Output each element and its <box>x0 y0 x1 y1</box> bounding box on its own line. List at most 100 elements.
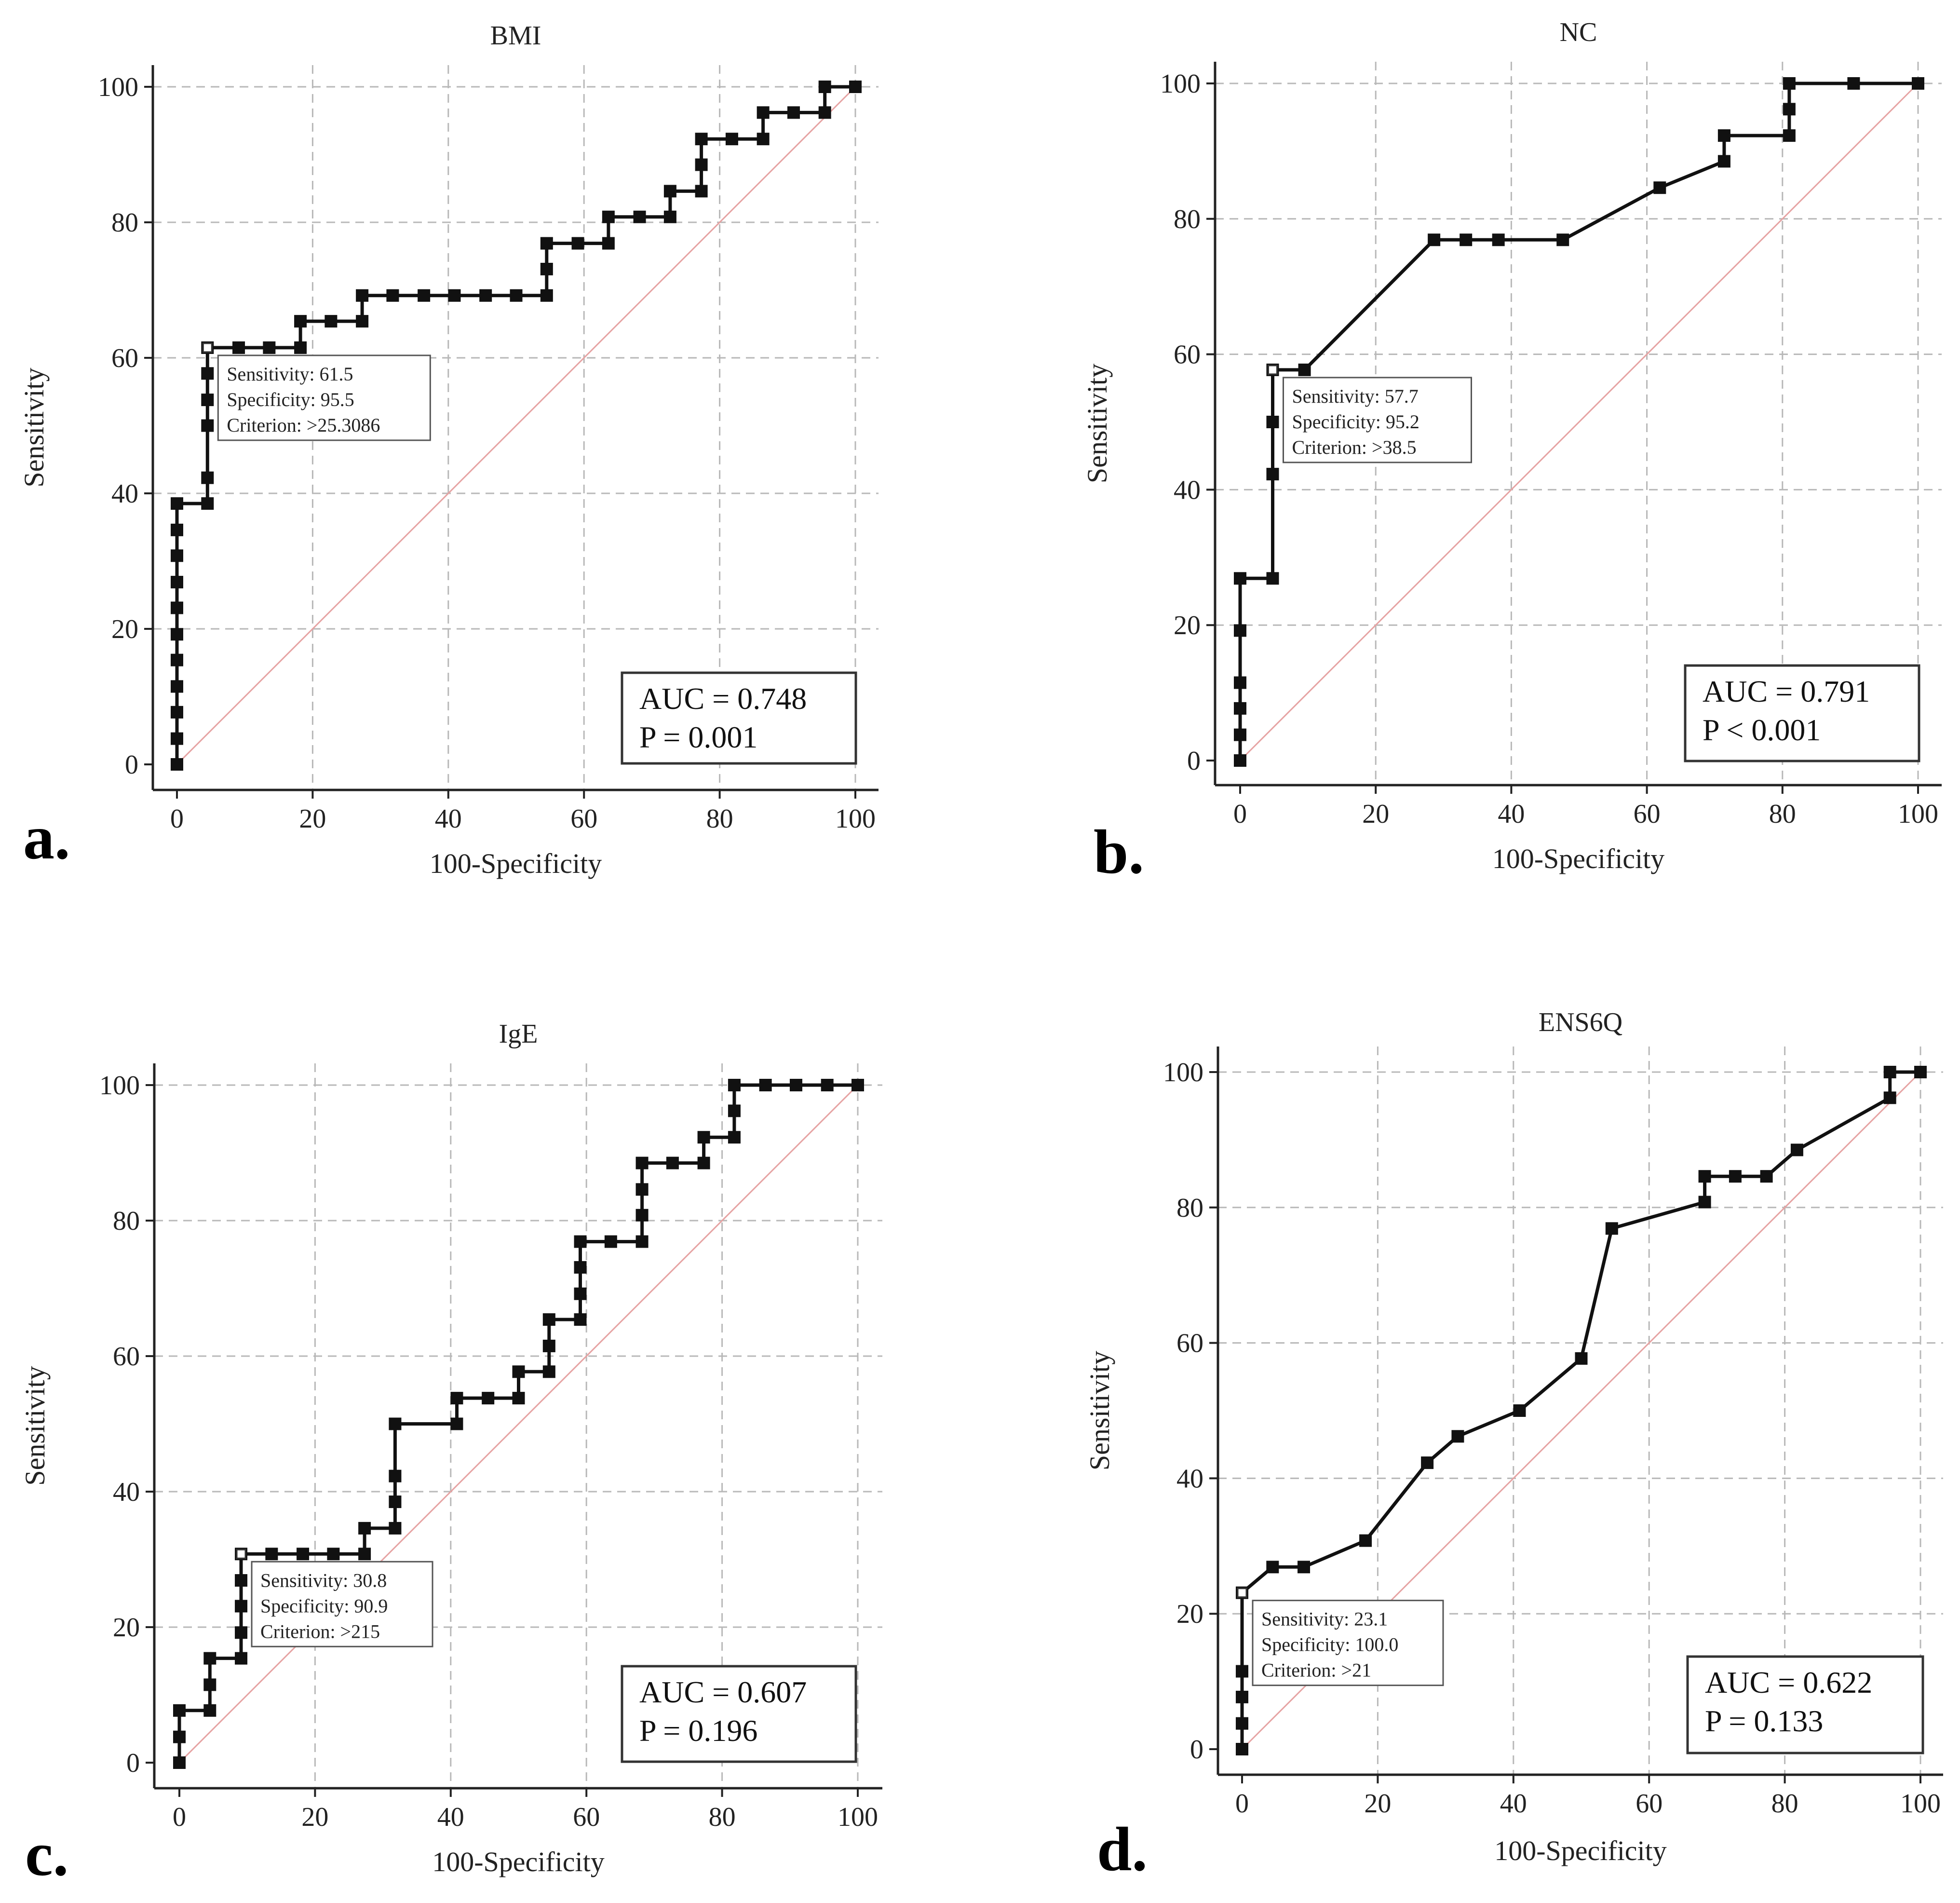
reference-diagonal <box>1239 82 1919 761</box>
roc-point <box>1717 155 1730 168</box>
roc-point <box>297 1548 310 1561</box>
y-tick-label: 80 <box>1174 204 1201 234</box>
roc-panel-c: 0 20 40 60 80 100 0 20 40 60 80 100 Sensitivity: 30.… <box>19 1019 882 1889</box>
criterion-box <box>251 1561 433 1647</box>
roc-point <box>235 1574 248 1587</box>
roc-point <box>389 1469 402 1482</box>
criterion-text-2: Criterion: >215 <box>260 1620 380 1642</box>
auc-box <box>621 1665 857 1763</box>
roc-point <box>450 1392 463 1405</box>
roc-point <box>294 341 307 354</box>
criterion-text-1: Specificity: 90.9 <box>260 1595 388 1617</box>
y-tick-label: 60 <box>1174 340 1201 370</box>
roc-point <box>635 1209 649 1222</box>
roc-point <box>356 289 369 302</box>
x-tick-label: 20 <box>301 1802 328 1832</box>
auc-box <box>621 671 857 765</box>
roc-point <box>1847 77 1860 90</box>
roc-point <box>540 262 553 275</box>
roc-point <box>1883 1066 1896 1078</box>
roc-point <box>1790 1143 1803 1156</box>
roc-point <box>201 394 214 407</box>
auc-value: AUC = 0.791 <box>1703 674 1870 708</box>
roc-point <box>602 237 615 250</box>
roc-point <box>171 497 183 510</box>
roc-point <box>663 210 676 223</box>
roc-point <box>542 1313 555 1326</box>
roc-point <box>571 237 584 250</box>
x-tick-label: 20 <box>1362 799 1389 829</box>
y-tick-label: 40 <box>1174 475 1201 505</box>
criterion-text-0: Sensitivity: 30.8 <box>260 1569 387 1591</box>
y-tick-label: 20 <box>1176 1599 1203 1629</box>
chart-title: IgE <box>499 1019 538 1049</box>
roc-point <box>1234 728 1246 741</box>
chart-title: BMI <box>490 21 541 51</box>
roc-point <box>1236 1743 1248 1755</box>
roc-point <box>1421 1456 1434 1469</box>
roc-point <box>695 158 708 171</box>
x-tick-label: 80 <box>709 1802 736 1832</box>
criterion-text-2: Criterion: >25.3086 <box>227 414 380 436</box>
roc-point <box>203 1704 216 1717</box>
criterion-text-2: Criterion: >38.5 <box>1292 436 1416 458</box>
roc-point <box>1234 572 1246 585</box>
roc-point <box>1234 754 1246 767</box>
roc-point <box>849 81 862 93</box>
roc-point <box>1698 1196 1711 1209</box>
y-axis-title: Sensitivity <box>1084 1351 1115 1470</box>
criterion-text-2: Criterion: >21 <box>1261 1659 1371 1681</box>
reference-diagonal <box>178 1084 859 1764</box>
criterion-text-1: Specificity: 95.5 <box>227 389 354 410</box>
auc-box <box>1684 664 1920 762</box>
x-axis-title: 100-Specificity <box>430 848 602 879</box>
roc-point <box>324 315 338 328</box>
roc-point <box>235 1626 248 1639</box>
roc-point <box>173 1704 186 1717</box>
roc-point <box>512 1365 525 1378</box>
criterion-marker <box>236 1549 246 1559</box>
y-tick-label: 60 <box>111 343 138 373</box>
roc-point <box>356 315 369 328</box>
x-tick-label: 20 <box>299 804 326 834</box>
roc-point <box>1729 1170 1742 1183</box>
roc-point <box>386 289 399 302</box>
roc-point <box>448 289 461 302</box>
y-tick-label: 80 <box>1176 1193 1203 1223</box>
x-axis-title: 100-Specificity <box>1494 1835 1667 1866</box>
roc-panel-d: 0 20 40 60 80 100 0 20 40 60 80 100 Sensitivity: 23.… <box>1084 1007 1943 1884</box>
roc-point <box>479 289 492 302</box>
roc-point <box>818 81 831 93</box>
x-tick-label: 100 <box>838 1802 878 1832</box>
roc-point <box>1653 181 1666 194</box>
roc-point <box>1234 624 1246 637</box>
roc-point <box>1428 233 1441 246</box>
roc-point <box>203 1678 216 1691</box>
roc-point <box>171 549 183 562</box>
roc-point <box>171 601 183 614</box>
y-axis-title: Sensitivity <box>1081 364 1113 483</box>
x-tick-label: 80 <box>1769 799 1796 829</box>
y-tick-label: 0 <box>1187 746 1201 776</box>
roc-point <box>695 133 708 146</box>
roc-point <box>852 1079 864 1091</box>
criterion-marker <box>1267 365 1278 375</box>
roc-point <box>389 1495 402 1509</box>
p-value: P = 0.001 <box>639 720 757 754</box>
x-tick-label: 60 <box>573 1802 600 1832</box>
y-tick-label: 40 <box>111 479 138 509</box>
y-tick-label: 100 <box>98 72 138 102</box>
roc-point <box>821 1079 834 1091</box>
roc-point <box>171 523 183 536</box>
panel-label: c. <box>25 1820 68 1889</box>
y-tick-label: 0 <box>1190 1735 1203 1765</box>
roc-point <box>1266 572 1279 585</box>
roc-point <box>1298 363 1311 376</box>
x-tick-label: 40 <box>437 1802 464 1832</box>
y-tick-label: 40 <box>1176 1464 1203 1494</box>
criterion-text-0: Sensitivity: 57.7 <box>1292 385 1418 407</box>
y-tick-label: 60 <box>1176 1329 1203 1359</box>
roc-point <box>1236 1717 1248 1730</box>
roc-point <box>635 1156 649 1169</box>
roc-point <box>171 628 183 641</box>
